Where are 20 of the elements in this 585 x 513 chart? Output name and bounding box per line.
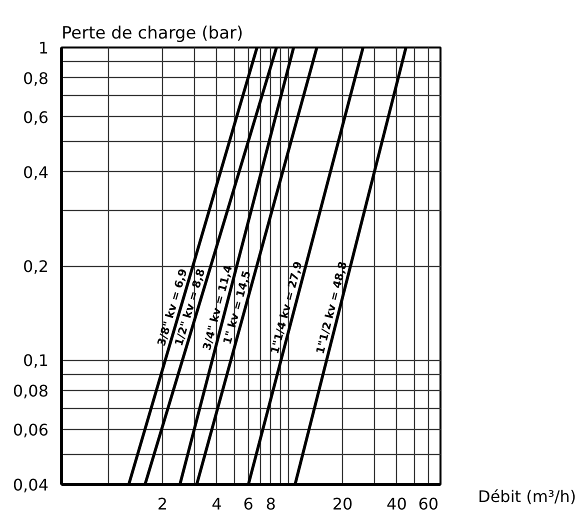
x-tick-label: 20 <box>332 494 353 513</box>
y-tick-label: 0,06 <box>12 420 48 440</box>
x-tick-label: 6 <box>243 494 254 513</box>
y-tick-label: 0,2 <box>23 257 49 276</box>
y-tick-label: 0,04 <box>12 476 48 494</box>
y-tick-label: 0,1 <box>23 351 49 370</box>
x-tick-label: 8 <box>266 494 276 513</box>
y-tick-label: 0,08 <box>12 381 48 400</box>
x-tick-label: 4 <box>212 494 222 513</box>
y-tick-label: 0,6 <box>23 108 49 127</box>
text: 1"1/2 kv = 48,8 <box>314 260 350 356</box>
y-tick-label: 0,4 <box>23 162 49 182</box>
y-tick-label: 1 <box>38 38 49 58</box>
y-tick-label: 0,8 <box>23 68 49 88</box>
y-axis-title: Perte de charge (bar) <box>62 24 244 44</box>
x-tick-label: 40 <box>386 494 407 513</box>
x-axis-title: Débit (m³/h) <box>478 487 576 506</box>
text: 1"1/4 kv = 27,9 <box>268 260 305 356</box>
x-tick-label: 60 <box>418 494 439 513</box>
x-tick-label: 2 <box>157 494 168 513</box>
